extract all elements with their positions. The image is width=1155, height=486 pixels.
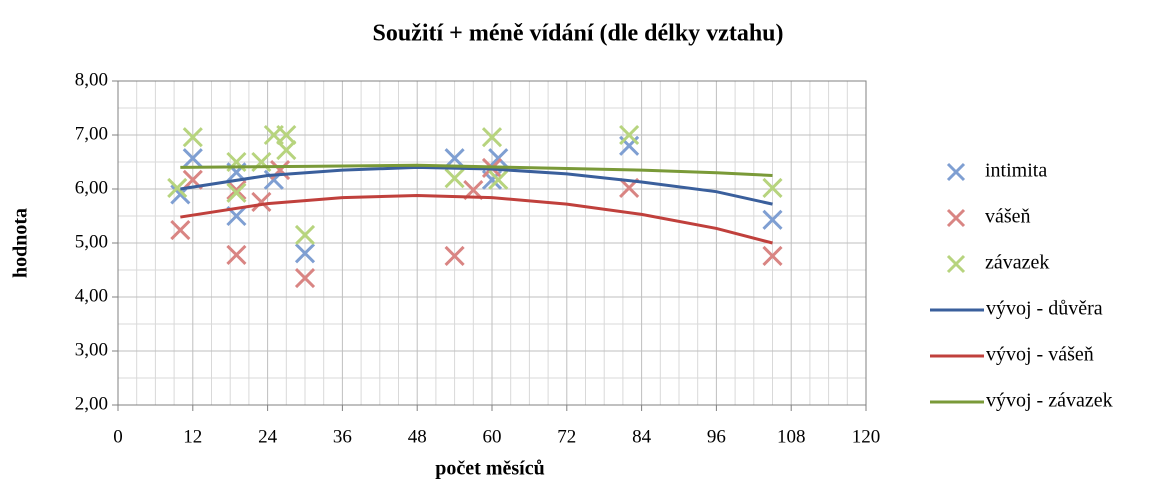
trend-line [180,193,773,245]
marker [294,243,316,264]
marker [762,177,783,198]
x-tick-label: 36 [333,426,352,447]
x-axis-label: počet měsíců [435,458,544,480]
marker [251,191,272,213]
marker [167,177,188,198]
legend-label: vášeň [985,206,1031,228]
marker [182,127,203,148]
x-tick-label: 96 [707,426,726,447]
legend-label: intimita [985,160,1047,182]
marker [226,182,247,203]
x-tick-label: 108 [777,426,806,447]
y-tick-label: 8,00 [75,69,108,90]
legend-marker [946,254,966,274]
legend-marker [946,208,966,228]
x-tick-label: 0 [113,426,123,447]
y-tick-label: 2,00 [75,393,108,414]
x-tick-label: 72 [557,426,576,447]
marker [276,124,297,146]
x-tick-label: 120 [852,426,881,447]
marker [762,209,783,230]
legend-marker [946,162,966,182]
y-axis-label: hodnota [10,208,32,278]
legend-label: vývoj - důvěra [986,298,1103,320]
x-tick-label: 48 [408,426,427,447]
y-tick-label: 7,00 [75,123,108,144]
marker [619,124,640,146]
x-tick-label: 60 [483,426,502,447]
y-tick-label: 6,00 [75,177,108,198]
marker [170,219,191,241]
legend-label: vývoj - vášeň [986,344,1094,366]
marker [444,168,465,189]
legend-label: závazek [985,252,1049,274]
x-tick-label: 84 [632,426,652,447]
marker [226,180,247,201]
marker [294,268,316,289]
marker [276,140,297,161]
y-tick-label: 5,00 [75,231,108,252]
x-tick-label: 12 [183,426,202,447]
marker [182,148,203,169]
marker [226,244,247,265]
y-tick-label: 3,00 [75,339,108,360]
marker [488,148,509,169]
plot-border [117,80,867,406]
marker [481,127,503,148]
legend-label: vývoj - závazek [986,390,1113,412]
x-tick-label: 24 [258,426,278,447]
trend-line [180,165,773,206]
y-tick-label: 4,00 [75,285,108,306]
chart-title: Soužití + méně vídání (dle délky vztahu) [372,21,783,47]
marker [294,224,316,245]
marker [444,245,465,267]
marker [762,245,783,267]
marker [444,148,465,169]
marker [488,169,509,190]
trend-line [180,163,773,177]
